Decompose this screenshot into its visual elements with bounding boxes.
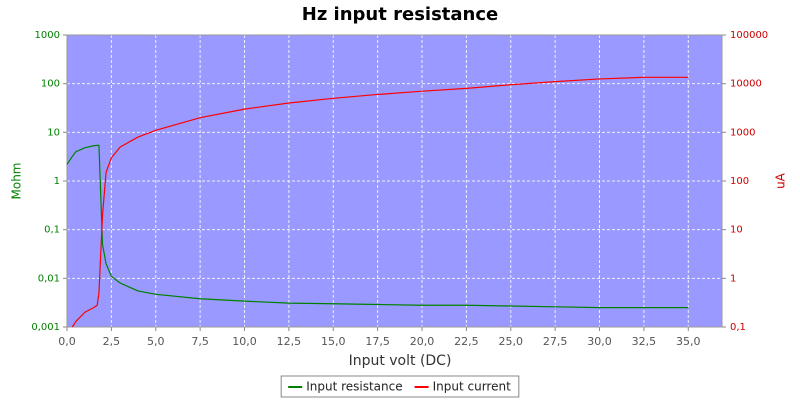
y2-tick-label: 0,1 (730, 322, 746, 333)
y2-tick-label: 1 (730, 273, 736, 284)
x-tick-label: 22,5 (454, 335, 479, 348)
y-tick-label: 100 (41, 79, 60, 90)
y-tick-label: 10 (47, 127, 60, 138)
chart-title: Hz input resistance (302, 4, 499, 25)
x-tick-label: 0,0 (58, 335, 76, 348)
x-tick-label: 2,5 (103, 335, 121, 348)
y2-axis-label: uA (774, 172, 788, 189)
y2-tick-label: 100 (730, 176, 749, 187)
x-tick-label: 27,5 (543, 335, 568, 348)
x-tick-label: 5,0 (147, 335, 165, 348)
x-tick-label: 10,0 (232, 335, 257, 348)
legend-label: Input resistance (306, 380, 402, 394)
y2-tick-label: 10000 (730, 79, 762, 90)
x-tick-label: 20,0 (410, 335, 435, 348)
x-tick-label: 7,5 (191, 335, 209, 348)
y-tick-label: 1 (54, 176, 60, 187)
legend: Input resistance Input current (280, 375, 520, 398)
plot-frame (66, 34, 723, 328)
y2-tick-label: 100000 (730, 30, 768, 41)
y-tick-label: 1000 (35, 30, 60, 41)
x-tick-label: 25,0 (499, 335, 524, 348)
x-tick-label: 15,0 (321, 335, 346, 348)
series-line (66, 144, 689, 309)
y2-tick-label: 1000 (730, 127, 755, 138)
y-axis-label: Mohm (10, 163, 24, 200)
x-tick-label: 12,5 (277, 335, 302, 348)
x-tick-label: 17,5 (365, 335, 390, 348)
y-tick-label: 0,1 (44, 225, 60, 236)
legend-box (280, 375, 520, 398)
x-tick-label: 32,5 (632, 335, 657, 348)
x-axis-label: Input volt (DC) (349, 353, 452, 369)
legend-label: Input current (433, 380, 511, 394)
y-tick-label: 0,01 (38, 273, 60, 284)
y2-tick-label: 10 (730, 225, 743, 236)
y-tick-label: 0,001 (31, 322, 60, 333)
x-tick-label: 35,0 (676, 335, 701, 348)
series-line (71, 76, 689, 328)
x-tick-label: 30,0 (587, 335, 612, 348)
